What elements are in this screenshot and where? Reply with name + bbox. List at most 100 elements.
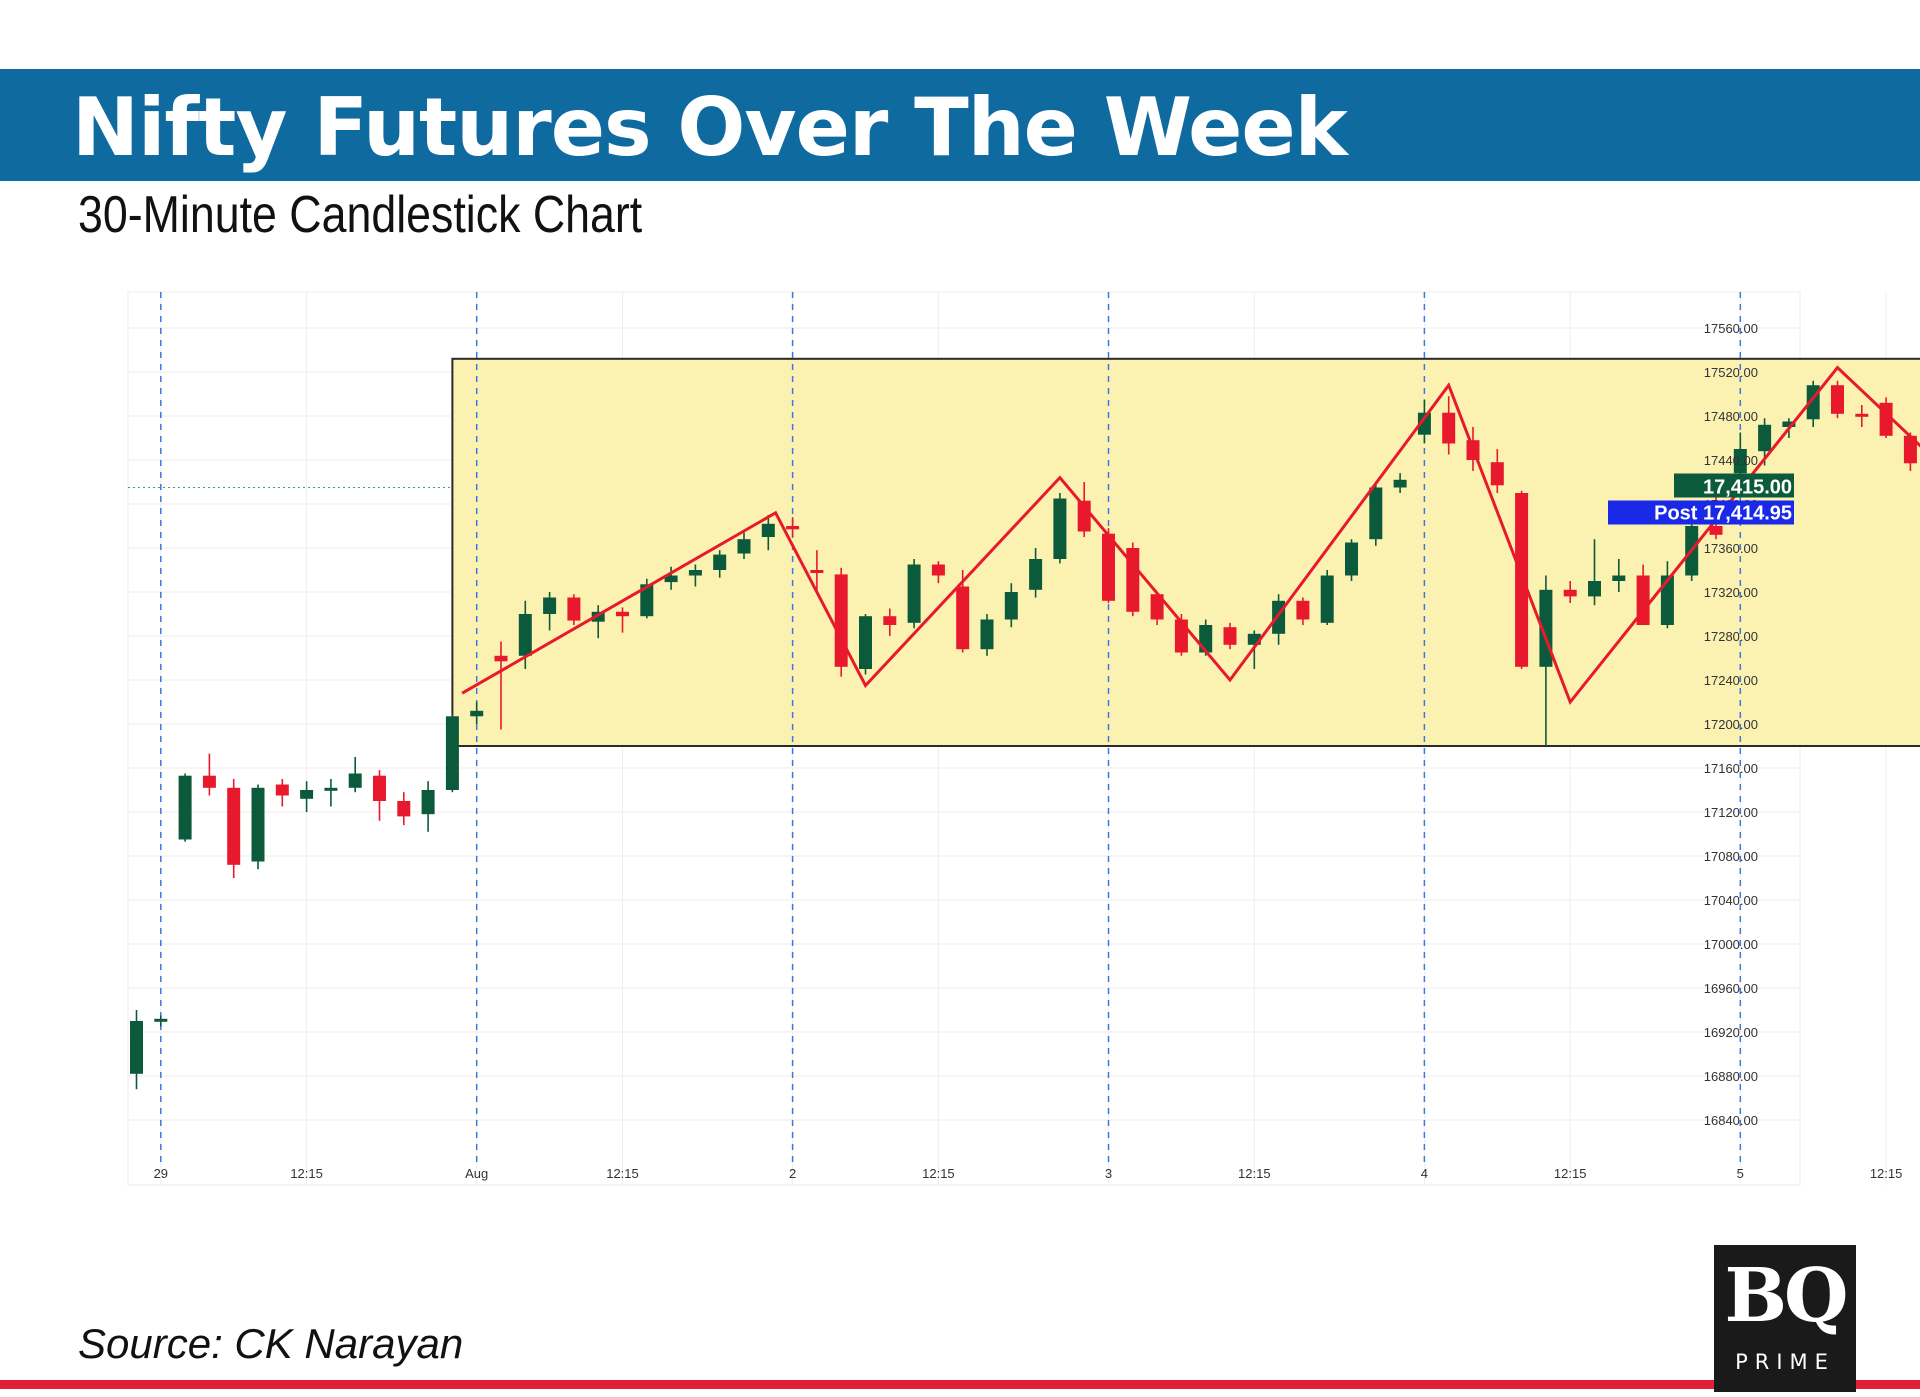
candle-body (518, 614, 532, 656)
x-tick-label: 29 (154, 1166, 168, 1181)
candle-body (130, 1021, 143, 1074)
x-tick-label: 12:15 (1238, 1166, 1271, 1181)
candle-body (1320, 575, 1334, 623)
candle-body (1272, 600, 1286, 634)
candle-body (980, 619, 994, 650)
candle-body (1442, 412, 1456, 444)
candle-body (1831, 385, 1844, 414)
header-bar (0, 69, 1920, 181)
candle-body (324, 787, 338, 791)
price-tags: 17,415.00 Post 17,414.95 (1608, 473, 1794, 525)
candle-body (1733, 449, 1747, 474)
x-tick-label: 12:15 (1870, 1166, 1903, 1181)
candle-body (1029, 559, 1043, 590)
candle-body (1588, 581, 1601, 597)
candle-body (1515, 493, 1529, 667)
candle-body (688, 570, 702, 576)
x-tick-label: 12:15 (922, 1166, 955, 1181)
candle-body (1150, 594, 1164, 620)
candle-body (1369, 487, 1383, 540)
candle-body (956, 586, 970, 650)
candle-body (227, 787, 241, 865)
candle-body (859, 616, 872, 669)
candle-body (737, 539, 751, 554)
x-tick-label: 3 (1105, 1166, 1112, 1181)
candle-body (616, 611, 629, 617)
x-tick-label: Aug (465, 1166, 488, 1181)
candle-body (591, 611, 605, 622)
x-tick-label: 12:15 (290, 1166, 323, 1181)
y-tick-label: 16920.00 (1704, 1025, 1758, 1040)
page-subtitle: 30-Minute Candlestick Chart (78, 186, 643, 244)
candle-body (1709, 526, 1723, 535)
candle-body (154, 1018, 168, 1022)
y-tick-label: 16880.00 (1704, 1069, 1758, 1084)
candle-body (348, 773, 362, 788)
candle-body (1126, 548, 1140, 612)
candle-body (761, 523, 775, 537)
y-tick-label: 17560.00 (1704, 321, 1758, 336)
y-tick-label: 17160.00 (1704, 761, 1758, 776)
y-tick-label: 17520.00 (1704, 365, 1758, 380)
candle-body (397, 801, 411, 817)
y-tick-label: 17240.00 (1704, 673, 1758, 688)
candle-body (567, 597, 581, 621)
candle-body (275, 784, 289, 796)
x-tick-label: 5 (1737, 1166, 1744, 1181)
candles (130, 380, 1917, 1090)
y-tick-label: 17200.00 (1704, 717, 1758, 732)
candle-body (251, 787, 265, 862)
candle-body (1199, 625, 1213, 653)
y-tick-label: 17440.00 (1704, 453, 1758, 468)
y-tick-label: 17360.00 (1704, 541, 1758, 556)
x-tick-label: 12:15 (606, 1166, 639, 1181)
range-box (451, 357, 1920, 747)
page-title: Nifty Futures Over The Week (72, 81, 1348, 174)
candle-body (664, 575, 678, 583)
candle-body (445, 716, 459, 790)
candle-body (810, 570, 824, 573)
bq-prime-logo: BQ PRIME (1714, 1245, 1856, 1392)
candle-body (1004, 592, 1018, 620)
candle-body (640, 584, 654, 617)
candle-body (1247, 633, 1261, 645)
post-price-label: Post 17,414.95 (1654, 503, 1792, 525)
candle-body (373, 775, 386, 801)
candle-body (1296, 600, 1310, 620)
candle-body (1660, 575, 1674, 625)
y-tick-label: 17040.00 (1704, 893, 1758, 908)
range-zone (451, 357, 1920, 747)
candle-body (1782, 421, 1796, 427)
y-tick-label: 17080.00 (1704, 849, 1758, 864)
candle-body (300, 790, 314, 799)
candle-body (931, 564, 945, 576)
candle-body (1417, 412, 1431, 435)
y-tick-label: 17280.00 (1704, 629, 1758, 644)
candle-body (1612, 575, 1626, 581)
x-tick-label: 12:15 (1554, 1166, 1587, 1181)
candle-body (543, 597, 557, 614)
x-tick-label: 4 (1421, 1166, 1428, 1181)
candle-body (494, 655, 508, 662)
y-tick-label: 17000.00 (1704, 937, 1758, 952)
candle-body (470, 710, 484, 717)
y-tick-label: 16840.00 (1704, 1113, 1758, 1128)
last-price-tag (1674, 473, 1794, 498)
post-price-tag (1608, 500, 1794, 525)
logo-wordmark: PRIME (1735, 1350, 1835, 1374)
candle-body (421, 790, 435, 815)
footer-line (0, 1380, 1920, 1389)
x-tick-label: 2 (789, 1166, 796, 1181)
logo-mark: BQ (1724, 1253, 1848, 1339)
candle-body (1855, 413, 1869, 417)
candle-body (883, 616, 897, 625)
y-tick-label: 17120.00 (1704, 805, 1758, 820)
candle-body (1345, 542, 1358, 576)
candle-body (1102, 533, 1115, 601)
candle-body (786, 526, 800, 530)
candle-body (1053, 498, 1067, 559)
candle-body (1758, 424, 1772, 452)
